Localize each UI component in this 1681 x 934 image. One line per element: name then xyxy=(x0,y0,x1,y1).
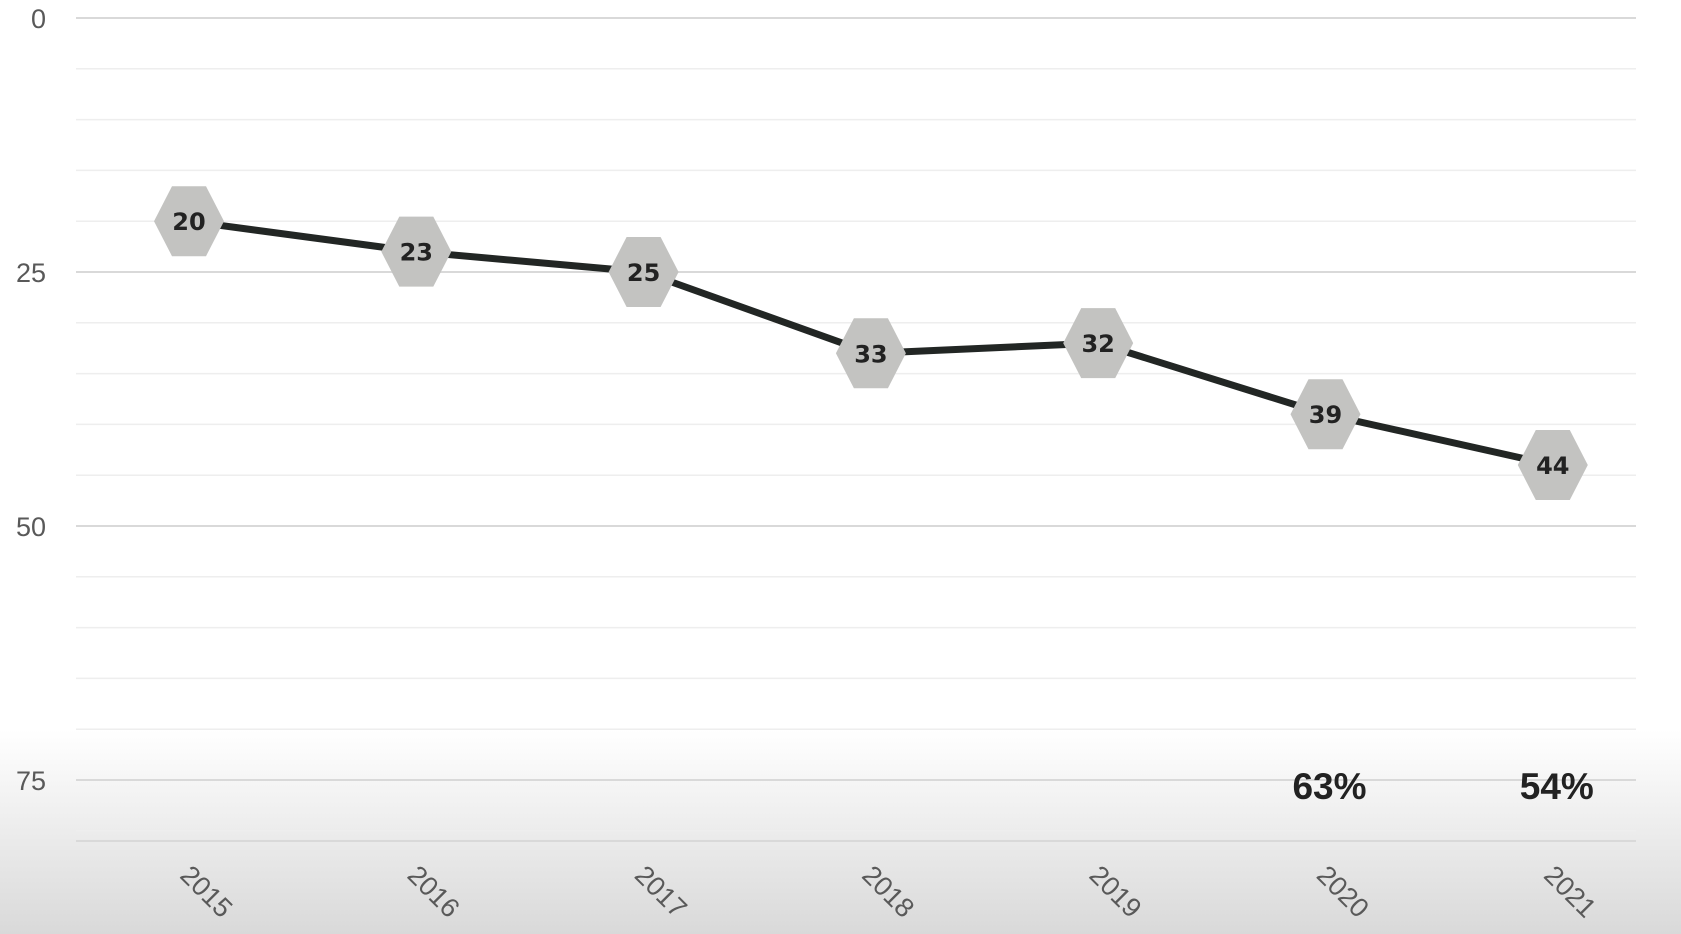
data-point-marker xyxy=(154,186,224,257)
data-label: 39 xyxy=(1309,401,1342,429)
data-point-marker xyxy=(835,318,906,389)
annotations: 63% 54% xyxy=(1292,766,1593,807)
data-label: 33 xyxy=(854,340,887,368)
data-point-marker xyxy=(1290,379,1361,450)
data-point-marker xyxy=(1517,430,1588,501)
data-label: 32 xyxy=(1081,330,1114,358)
data-point-marker xyxy=(608,237,679,307)
y-tick-label: 50 xyxy=(16,512,46,542)
bottom-shade xyxy=(0,730,1681,934)
data-point-marker xyxy=(1063,308,1134,379)
y-tick-label: 25 xyxy=(16,258,46,288)
data-label: 23 xyxy=(400,239,433,267)
data-markers: 20 23 25 33 32 39 44 xyxy=(154,186,1588,501)
gridlines xyxy=(76,17,1636,842)
annotation-label: 54% xyxy=(1520,766,1594,807)
y-tick-label: 75 xyxy=(16,766,46,796)
y-tick-label: 0 xyxy=(31,4,46,34)
data-label: 44 xyxy=(1536,452,1569,480)
y-axis: 0 25 50 75 xyxy=(16,4,46,796)
data-point-marker xyxy=(381,216,452,287)
data-label: 20 xyxy=(172,208,205,236)
annotation-label: 63% xyxy=(1292,766,1366,807)
data-label: 25 xyxy=(627,259,660,287)
